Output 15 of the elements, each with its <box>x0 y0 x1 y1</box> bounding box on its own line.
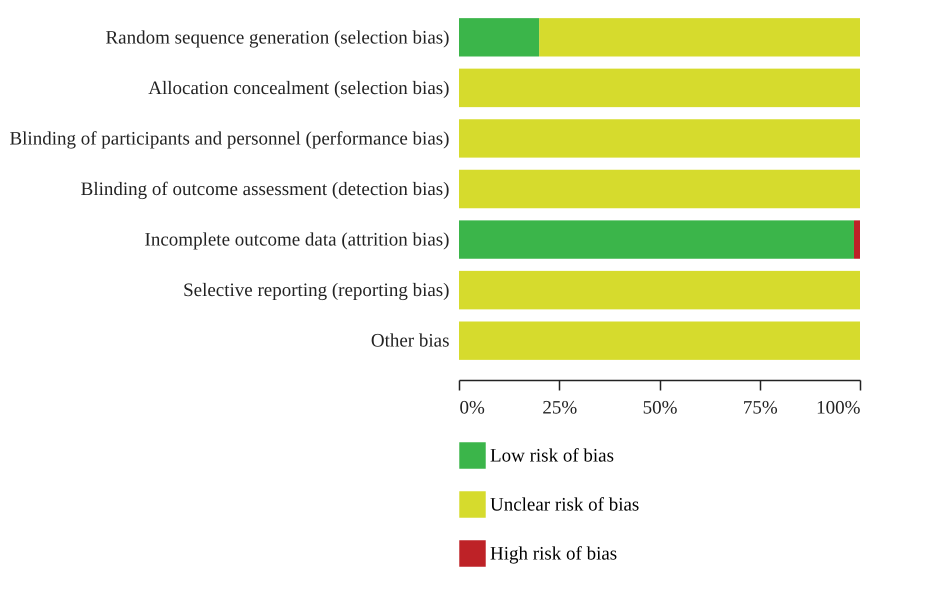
y-tick-label: Allocation concealment (selection bias) <box>148 78 450 99</box>
y-tick-label: Incomplete outcome data (attrition bias) <box>144 230 450 251</box>
y-tick-label: Other bias <box>370 330 450 352</box>
legend-label: Unclear risk of bias <box>490 494 640 516</box>
x-tick-label: 50% <box>642 398 678 418</box>
y-tick-label: Random sequence generation (selection bias) <box>106 27 450 48</box>
x-tick-label: 25% <box>542 398 578 418</box>
y-tick-label: Selective reporting (reporting bias) <box>183 280 450 302</box>
y-tick-label: Blinding of outcome assessment (detection bias) <box>80 179 450 200</box>
x-tick-label: 100% <box>816 398 861 418</box>
x-tick-label: 0% <box>460 398 485 418</box>
legend-label: Low risk of bias <box>490 446 614 466</box>
y-tick-label: Blinding of participants and personnel (performance bias) <box>9 128 450 150</box>
legend-label: High risk of bias <box>490 544 618 564</box>
x-tick-label: 75% <box>742 398 778 418</box>
